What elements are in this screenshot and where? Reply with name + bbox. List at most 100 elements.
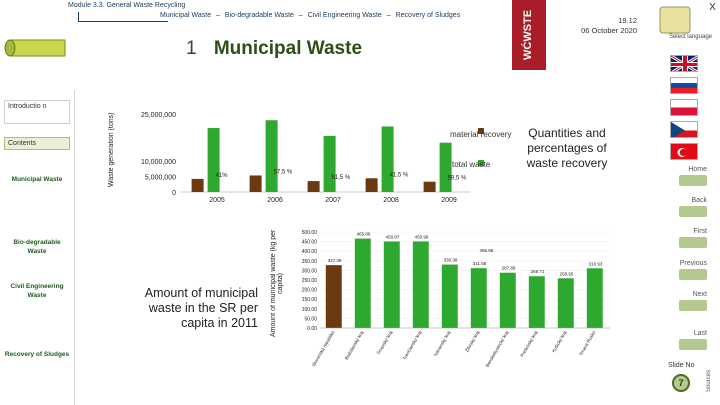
- chart2-bar: [499, 272, 516, 328]
- chart2-xtick: Trenčiansky kraj: [402, 330, 423, 361]
- nav-recovery-of-sludges[interactable]: Recovery of Sludges: [395, 12, 461, 19]
- sidebar-item-biodegradable-waste[interactable]: Bio-degradable Waste: [13, 239, 61, 255]
- module-title: Module 3.3. General Waste Recycling: [68, 2, 186, 9]
- nav-municipal-waste[interactable]: Municipal Waste: [160, 12, 212, 19]
- logo-text: WĆWSTE: [522, 9, 534, 61]
- legend-material-recovery: material recovery: [450, 130, 512, 139]
- chart1-bar: [365, 178, 378, 192]
- nav-biodegradable-waste[interactable]: Bio-degradable Waste: [224, 12, 294, 19]
- bottle-icon: [659, 6, 691, 34]
- per-capita-bar-chart: 0.00 50.00 100.00 150.00 200.00 250.00 300.00 3…: [302, 230, 610, 368]
- chart2-xtick: Trnavský kraj: [376, 330, 394, 356]
- paper-roll-illustration: [4, 39, 66, 57]
- chart2-ytick: 150.00: [302, 297, 318, 303]
- chart2-xtick: Prešovský kraj: [519, 330, 538, 358]
- chart2-value-label: 258.95: [560, 271, 574, 276]
- chart2-value-label: 287.89: [502, 266, 516, 271]
- chart1-bar: [423, 181, 436, 192]
- home-button[interactable]: Home: [657, 166, 707, 186]
- chart2-ytick: 400.00: [302, 249, 318, 255]
- chart1-ytick: 10,000,000: [141, 159, 176, 166]
- sidebar: Introductio n Contents Municipal Waste B…: [0, 39, 72, 405]
- chart2-bar: [354, 238, 371, 328]
- chart2-ytick: 450.00: [302, 240, 318, 246]
- chart1-ytick: 5,000,000: [145, 174, 176, 181]
- nav-bracket: [78, 12, 168, 22]
- chart1-bar: [265, 120, 278, 192]
- chart2-bar: [441, 264, 458, 328]
- chart2-extra-label: 396.95: [480, 248, 494, 253]
- sidebar-item-civil-engineering-waste[interactable]: Civil Engineering Waste: [10, 283, 64, 299]
- flag-slovakia-icon[interactable]: [670, 77, 698, 94]
- chart2-value-label: 330.38: [444, 258, 458, 263]
- slide-number: 7: [672, 374, 690, 392]
- chart2-ytick: 200.00: [302, 288, 318, 294]
- sidebar-item-municipal-waste[interactable]: Municipal Waste: [11, 176, 63, 183]
- chart1-data-label: 59,5 %: [448, 176, 467, 182]
- page-title: 1 Municipal Waste: [186, 38, 362, 60]
- next-button[interactable]: Next: [657, 291, 707, 311]
- chart2-ytick: 300.00: [302, 268, 318, 274]
- sidebar-item-recovery-of-sludges[interactable]: Recovery of Sludges: [4, 351, 70, 358]
- chart2-bar: [586, 268, 603, 328]
- date-number: 19.12: [618, 16, 637, 25]
- chart1-xtick: 2005: [209, 197, 225, 204]
- last-button[interactable]: Last: [657, 330, 707, 350]
- first-button[interactable]: First: [657, 228, 707, 248]
- chart1-legend-swatch: [478, 160, 484, 166]
- sources-link[interactable]: Sources: [706, 370, 712, 393]
- chart2-xtick: Nitriansky kraj: [433, 330, 451, 357]
- flag-uk-icon[interactable]: [670, 55, 698, 72]
- chart1-xtick: 2009: [441, 197, 457, 204]
- chart2-xtick: Banskobystrický kraj: [485, 330, 510, 368]
- chart2-bar: [528, 276, 545, 328]
- chart1-ytick: 0: [172, 190, 176, 197]
- chart2-value-label: 310.93: [589, 261, 603, 266]
- chart2-ytick: 250.00: [302, 278, 318, 284]
- chart1-bar: [323, 135, 336, 192]
- chart1-bar: [207, 128, 220, 192]
- chart1-data-label: 41,5 %: [390, 172, 409, 178]
- language-label: Select language: [668, 34, 712, 40]
- chart1-ytick: 25,000,000: [141, 112, 176, 119]
- chart2-ytick: 50.00: [304, 316, 317, 322]
- chart2-value-label: 311.58: [473, 261, 487, 266]
- flag-czech-icon[interactable]: [670, 121, 698, 138]
- flag-poland-icon[interactable]: [670, 99, 698, 116]
- legend-total-waste: total waste: [452, 160, 491, 169]
- chart2-value-label: 450.99: [415, 234, 429, 239]
- chart2-caption: Amount of municipal waste in the SR per …: [144, 286, 258, 330]
- previous-button[interactable]: Previous: [657, 260, 707, 280]
- back-button[interactable]: Back: [657, 197, 707, 217]
- close-button[interactable]: X: [709, 2, 716, 13]
- sidebar-item-introduction[interactable]: Introductio n: [4, 100, 70, 124]
- flag-turkey-icon[interactable]: [670, 143, 698, 160]
- chart2-value-label: 450.87: [386, 234, 400, 239]
- chart2-value-label: 465.86: [357, 232, 371, 237]
- chart2-xtick: Žilinský kraj: [463, 329, 481, 353]
- chart2-ytick: 500.00: [302, 230, 318, 236]
- chart1-xtick: 2007: [325, 197, 341, 204]
- chart2-bar: [383, 241, 400, 328]
- quantities-heading: Quantities and percentages of waste reco…: [526, 126, 608, 170]
- chart1-data-label: 57,5 %: [274, 169, 293, 175]
- chart1-data-label: 51,5 %: [332, 175, 351, 181]
- nav-civil-engineering-waste[interactable]: Civil Engineering Waste: [307, 12, 382, 19]
- slide-no-label: Slide No: [668, 362, 695, 369]
- page-number: 1: [186, 38, 197, 59]
- page-title-text: Municipal Waste: [213, 38, 363, 59]
- date-block: 19.12 06 October 2020: [555, 16, 637, 36]
- chart1-bar: [249, 175, 262, 192]
- chart1-legend-swatch: [478, 128, 484, 134]
- recovery-bar-chart: 0 5,000,000 10,000,000 25,000,000 41% 2005 57,…: [141, 112, 484, 204]
- chart2-xtick: Slovenská republika: [311, 330, 336, 368]
- module-nav: Municipal Waste – Bio-degradable Waste –…: [160, 12, 461, 19]
- chart2-xtick: Bratislavský kraj: [344, 330, 365, 361]
- chart1-bar: [307, 181, 320, 192]
- header: Module 3.3. General Waste Recycling Muni…: [0, 0, 720, 78]
- chart1-bar: [381, 126, 394, 192]
- chart2-bar: [325, 265, 342, 328]
- chart2-xtick: Košický kraj: [551, 330, 567, 353]
- sidebar-item-contents[interactable]: Contents: [4, 137, 70, 150]
- chart2-ytick: 0.00: [307, 326, 317, 332]
